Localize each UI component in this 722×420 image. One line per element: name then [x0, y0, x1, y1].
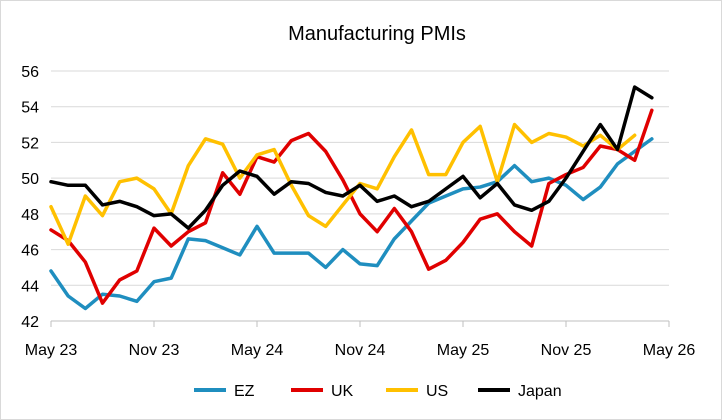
legend-label-ez: EZ [234, 383, 255, 400]
y-tick-label: 46 [21, 243, 39, 260]
series-line-us [49, 122, 637, 246]
x-tick-label: May 23 [25, 342, 78, 359]
series-line-uk [49, 108, 654, 305]
series-lines [49, 85, 654, 311]
x-axis: May 23 Nov 23 May 24 Nov 24 May 25 Nov 25 May … [25, 320, 696, 359]
y-tick-label: 48 [21, 207, 39, 224]
legend-label-japan: Japan [518, 383, 562, 400]
legend: EZ UK US Japan [194, 383, 562, 400]
series-line-ez [49, 137, 654, 311]
x-tick-label: May 24 [231, 342, 284, 359]
y-tick-label: 44 [21, 278, 39, 295]
x-tick-label: May 25 [437, 342, 490, 359]
x-tick-label: Nov 24 [335, 342, 386, 359]
legend-label-us: US [426, 383, 448, 400]
y-tick-label: 50 [21, 171, 39, 188]
x-tick-label: Nov 23 [129, 342, 180, 359]
series-line-japan [49, 85, 654, 230]
legend-label-uk: UK [331, 383, 354, 400]
chart-title: Manufacturing PMIs [288, 23, 466, 45]
y-axis-ticks: 42 44 46 48 50 52 54 56 [21, 64, 39, 331]
y-tick-label: 42 [21, 314, 39, 331]
y-tick-label: 52 [21, 135, 39, 152]
y-tick-label: 54 [21, 100, 39, 117]
x-tick-label: Nov 25 [541, 342, 592, 359]
x-tick-label: May 26 [643, 342, 696, 359]
y-tick-label: 56 [21, 64, 39, 81]
